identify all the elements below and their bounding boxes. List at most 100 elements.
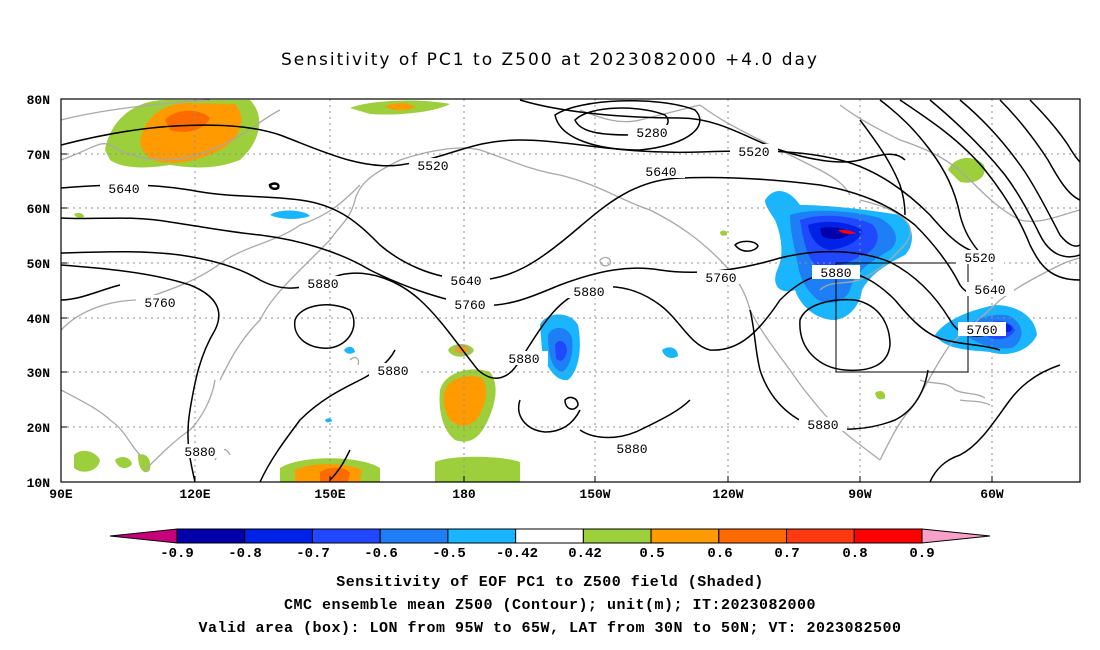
colorbar: -0.9 -0.8 -0.7 -0.6 -0.5 -0.42 0.42 0.5 … — [109, 528, 991, 562]
colorbar-label: 0.6 — [707, 546, 732, 562]
lon-label: 90W — [848, 487, 872, 502]
lat-label: 50N — [27, 257, 50, 272]
colorbar-bin — [853, 528, 923, 544]
sensitivity-shading — [74, 100, 1037, 482]
map-title: Sensitivity of PC1 to Z500 at 2023082000… — [280, 50, 819, 70]
svg-text:5880: 5880 — [616, 442, 647, 457]
contour-label: 5880 — [369, 363, 417, 379]
colorbar-label: -0.6 — [364, 546, 398, 562]
lon-label: 120W — [712, 487, 743, 502]
contour-label: 5640 — [100, 181, 148, 197]
colorbar-labels: -0.9 -0.8 -0.7 -0.6 -0.5 -0.42 0.42 0.5 … — [160, 546, 934, 562]
longitude-labels: 90E 120E 150E 180 150W 120W 90W 60W — [49, 487, 1004, 502]
contour-label: 5760 — [136, 295, 184, 311]
colorbar-label: -0.5 — [432, 546, 466, 562]
colorbar-bin — [718, 528, 788, 544]
colorbar-bin — [244, 528, 313, 544]
contour-label: 5640 — [442, 273, 490, 289]
lat-label: 10N — [27, 476, 50, 491]
lat-lon-grid — [61, 99, 1080, 482]
contour-label: 5760 — [958, 322, 1006, 338]
contour-label: 5880 — [608, 441, 656, 457]
lon-label: 180 — [452, 487, 476, 502]
svg-text:5880: 5880 — [307, 277, 338, 292]
contour-label: 5520 — [956, 250, 1004, 266]
contour-label: 5880 — [299, 276, 347, 292]
axis-ticks — [60, 98, 993, 483]
svg-text:5640: 5640 — [108, 182, 139, 197]
colorbar-label: -0.8 — [228, 546, 262, 562]
contour-label: 5280 — [628, 125, 676, 141]
svg-text:5760: 5760 — [144, 296, 175, 311]
svg-text:5280: 5280 — [636, 126, 667, 141]
colorbar-bins — [176, 528, 923, 544]
caption-line-1: Sensitivity of EOF PC1 to Z500 field (Sh… — [336, 574, 764, 591]
lon-label: 120E — [179, 487, 210, 502]
contour-label: 5880 — [176, 444, 224, 460]
contour-label: 5880 — [565, 284, 613, 300]
colorbar-bin — [582, 528, 652, 544]
lon-label: 150E — [314, 487, 345, 502]
contour-5640 — [61, 176, 1001, 296]
colorbar-bin — [515, 528, 584, 544]
colorbar-label: -0.42 — [496, 546, 538, 562]
lat-label: 40N — [27, 312, 50, 327]
lon-label: 150W — [579, 487, 610, 502]
contour-label: 5520 — [409, 158, 457, 174]
lat-label: 80N — [27, 93, 50, 108]
lat-label: 30N — [27, 366, 50, 381]
colorbar-label: 0.8 — [842, 546, 867, 562]
svg-text:5640: 5640 — [450, 274, 481, 289]
svg-text:5640: 5640 — [974, 283, 1005, 298]
contour-5520 — [61, 124, 1001, 259]
z500-contours — [61, 99, 1080, 482]
colorbar-label: 0.9 — [909, 546, 934, 562]
contour-label: 5640 — [966, 282, 1014, 298]
colorbar-bin — [311, 528, 381, 544]
contour-label: 5640 — [637, 164, 685, 180]
caption-line-3: Valid area (box): LON from 95W to 65W, L… — [198, 620, 902, 637]
contour-label: 5760 — [446, 297, 494, 313]
contour-labels: 5280 5520 5520 5520 5640 5640 5640 5640 … — [100, 125, 1014, 460]
caption-line-2: CMC ensemble mean Z500 (Contour); unit(m… — [283, 597, 817, 614]
colorbar-bin — [379, 528, 449, 544]
lon-label: 90E — [49, 487, 73, 502]
valid-area-box — [835, 262, 969, 373]
colorbar-bin — [650, 528, 720, 544]
lat-label: 70N — [27, 148, 50, 163]
colorbar-label: -0.7 — [296, 546, 330, 562]
svg-text:5520: 5520 — [417, 159, 448, 174]
svg-text:5880: 5880 — [573, 285, 604, 300]
colorbar-bin — [176, 528, 246, 544]
colorbar-label: 0.5 — [639, 546, 664, 562]
svg-text:5880: 5880 — [508, 352, 539, 367]
svg-text:5520: 5520 — [964, 251, 995, 266]
colorbar-bin — [786, 528, 855, 544]
colorbar-bin — [447, 528, 517, 544]
svg-text:5760: 5760 — [454, 298, 485, 313]
colorbar-low-tip — [109, 528, 178, 544]
colorbar-label: -0.9 — [160, 546, 194, 562]
lat-label: 60N — [27, 202, 50, 217]
colorbar-label: 0.42 — [568, 546, 602, 562]
svg-text:5760: 5760 — [705, 271, 736, 286]
contour-label: 5880 — [500, 351, 548, 367]
svg-text:5640: 5640 — [645, 165, 676, 180]
svg-text:5880: 5880 — [184, 445, 215, 460]
lat-label: 20N — [27, 421, 50, 436]
lon-label: 60W — [980, 487, 1004, 502]
contour-label: 5880 — [799, 417, 847, 433]
svg-text:5760: 5760 — [966, 323, 997, 338]
svg-text:5880: 5880 — [820, 266, 851, 281]
svg-text:5520: 5520 — [738, 145, 769, 160]
svg-text:5880: 5880 — [807, 418, 838, 433]
contour-label: 5880 — [812, 265, 860, 281]
contour-label: 5520 — [730, 144, 778, 160]
latitude-labels: 80N 70N 60N 50N 40N 30N 20N 10N — [27, 93, 50, 491]
map-frame — [60, 98, 1081, 483]
contour-label: 5760 — [697, 270, 745, 286]
colorbar-high-tip — [921, 528, 991, 544]
contour-5400 — [554, 99, 701, 151]
